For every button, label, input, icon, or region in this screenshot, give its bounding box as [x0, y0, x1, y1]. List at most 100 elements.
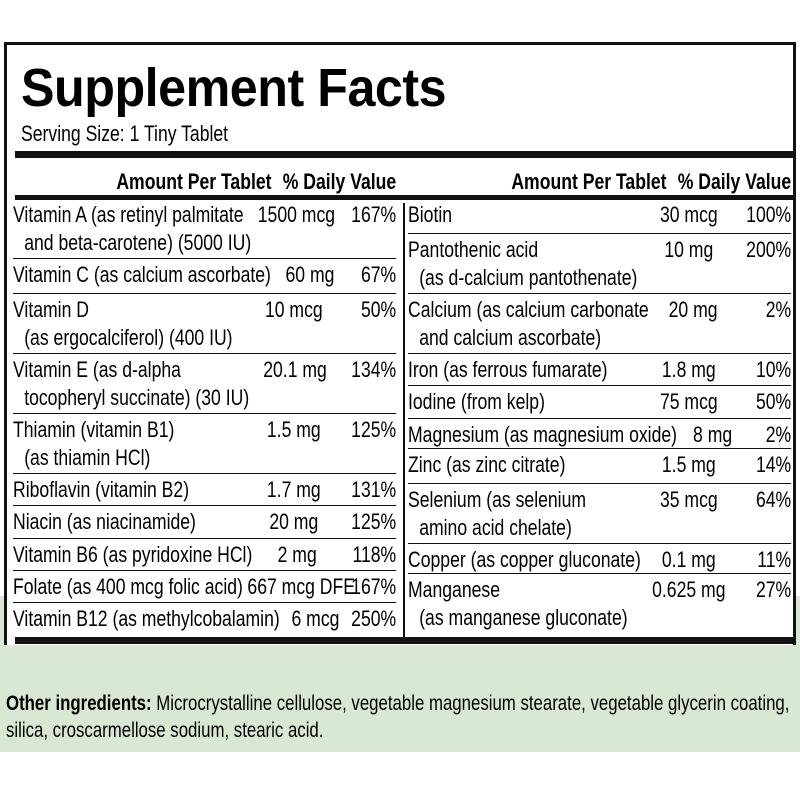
- amount: 1.8 mg: [661, 357, 716, 382]
- daily-value: 11%: [757, 547, 792, 572]
- daily-value: 134%: [351, 357, 397, 382]
- nutrient-line: (as thiamin HCl): [24, 445, 151, 470]
- header-label: % Daily Value: [282, 169, 397, 194]
- nutrient-row: Iron (as ferrous fumarate) 1.8 mg 10%: [408, 354, 792, 386]
- daily-value: 14%: [755, 452, 792, 477]
- nutrient-row: Vitamin A (as retinyl palmitate and beta-…: [13, 199, 397, 259]
- daily-value: 250%: [351, 606, 397, 631]
- nutrient-row: Selenium (as selenium amino acid chelate)…: [408, 484, 792, 544]
- nutrient-row: Vitamin B12 (as methylcobalamin) 6 mcg 250…: [13, 603, 396, 638]
- amount: 667 mcg DFE: [247, 574, 355, 599]
- nutrient-name: Vitamin B12 (as methylcobalamin): [13, 605, 280, 638]
- nutrient-line: and calcium ascorbate): [419, 325, 602, 350]
- serving-size: Serving Size: 1 Tiny Tablet: [21, 121, 229, 146]
- daily-value: 118%: [352, 542, 397, 567]
- amount: 1.7 mg: [266, 477, 321, 502]
- nutrient-line: Pantothenic acid: [408, 237, 539, 262]
- nutrient-row: Vitamin E (as d-alpha tocopheryl succinat…: [13, 354, 397, 414]
- daily-value: 167%: [351, 574, 397, 599]
- nutrient-line: Vitamin A (as retinyl palmitate: [13, 202, 244, 227]
- nutrient-line: Zinc (as zinc citrate): [408, 452, 566, 477]
- nutrient-row: Folate (as 400 mcg folic acid) 667 mcg DF…: [13, 571, 397, 603]
- nutrient-line: (as manganese gluconate): [419, 605, 628, 630]
- nutrient-row: Iodine (from kelp) 75 mcg 50%: [408, 386, 792, 419]
- header-label: Amount Per Tablet: [116, 169, 272, 194]
- amount: 60 mg: [285, 262, 335, 287]
- column-header: Amount Per Tablet % Daily Value: [408, 165, 791, 199]
- nutrient-name: Niacin (as niacinamide): [13, 508, 247, 538]
- nutrient-name: Iron (as ferrous fumarate): [408, 356, 642, 385]
- daily-value: 131%: [351, 477, 397, 502]
- nutrient-row: Riboflavin (vitamin B2) 1.7 mg 131%: [13, 474, 397, 506]
- header-rule: [15, 195, 793, 200]
- nutrient-line: amino acid chelate): [419, 515, 572, 540]
- amount: 20 mg: [269, 509, 319, 534]
- nutrient-line: Copper (as copper gluconate): [408, 547, 641, 572]
- amount: 8 mg: [693, 422, 733, 447]
- daily-value: 125%: [351, 509, 397, 534]
- nutrient-name: Folate (as 400 mcg folic acid): [13, 573, 247, 602]
- nutrient-line: Vitamin C (as calcium ascorbate): [13, 262, 271, 287]
- nutrient-name: Manganese (as manganese gluconate): [408, 576, 642, 638]
- title: Supplement Facts: [21, 58, 447, 118]
- header-label: Amount Per Tablet: [511, 169, 667, 194]
- daily-value: 67%: [360, 262, 397, 287]
- nutrient-name: Riboflavin (vitamin B2): [13, 476, 247, 505]
- nutrient-line: Iron (as ferrous fumarate): [408, 357, 608, 382]
- daily-value: 167%: [351, 202, 397, 227]
- nutrient-row: Vitamin D (as ergocalciferol) (400 IU) 10 …: [13, 294, 397, 354]
- amount: 35 mcg: [659, 487, 718, 512]
- nutrient-name: Iodine (from kelp): [408, 388, 642, 418]
- amount: 0.625 mg: [652, 577, 726, 602]
- nutrient-line: Thiamin (vitamin B1): [13, 417, 175, 442]
- daily-value: 200%: [746, 237, 792, 262]
- amount: 2 mg: [277, 542, 317, 567]
- nutrient-row: Calcium (as calcium carbonate and calcium…: [408, 294, 792, 354]
- nutrient-row: Zinc (as zinc citrate) 1.5 mg 14%: [408, 449, 792, 484]
- daily-value: 125%: [351, 417, 397, 442]
- nutrient-name: Pantothenic acid (as d-calcium pantothena…: [408, 236, 642, 293]
- right-column: Amount Per Tablet % Daily Value Biotin 30 m…: [408, 165, 792, 638]
- nutrient-line: Niacin (as niacinamide): [13, 509, 196, 534]
- nutrient-line: Vitamin E (as d-alpha: [13, 357, 181, 382]
- nutrient-line: Vitamin B12 (as methylcobalamin): [13, 606, 280, 631]
- facts-panel: Supplement Facts Serving Size: 1 Tiny Ta…: [4, 42, 796, 645]
- nutrient-line: Calcium (as calcium carbonate: [408, 297, 649, 322]
- ingredients-text: Microcrystalline cellulose, vegetable ma…: [6, 692, 790, 742]
- nutrient-line: Magnesium (as magnesium oxide): [408, 422, 678, 447]
- nutrient-row: Pantothenic acid (as d-calcium pantothena…: [408, 234, 792, 294]
- column-divider: [403, 203, 405, 641]
- amount: 6 mcg: [291, 606, 340, 631]
- nutrient-line: Riboflavin (vitamin B2): [13, 477, 190, 502]
- nutrient-name: Thiamin (vitamin B1) (as thiamin HCl): [13, 416, 247, 473]
- nutrient-name: Calcium (as calcium carbonate and calcium…: [408, 296, 649, 353]
- nutrient-row: Niacin (as niacinamide) 20 mg 125%: [13, 506, 397, 539]
- nutrient-row: Vitamin C (as calcium ascorbate) 60 mg 67%: [13, 259, 397, 294]
- nutrient-name: Zinc (as zinc citrate): [408, 451, 642, 483]
- nutrient-name: Biotin: [408, 201, 642, 233]
- nutrient-line: Iodine (from kelp): [408, 389, 545, 414]
- amount: 20.1 mg: [263, 357, 327, 382]
- nutrient-name: Selenium (as selenium amino acid chelate): [408, 486, 642, 543]
- daily-value: 2%: [765, 422, 792, 447]
- amount: 1.5 mg: [266, 417, 321, 442]
- nutrient-name: Vitamin C (as calcium ascorbate): [13, 261, 271, 293]
- other-ingredients: Other ingredients: Microcrystalline cell…: [6, 690, 790, 744]
- amount: 1500 mcg: [257, 202, 336, 227]
- nutrient-name: Magnesium (as magnesium oxide): [408, 421, 677, 448]
- nutrient-line: Vitamin D: [13, 297, 89, 322]
- daily-value: 100%: [746, 202, 792, 227]
- nutrient-row: Copper (as copper gluconate) 0.1 mg 11%: [408, 544, 792, 574]
- nutrient-row: Manganese (as manganese gluconate) 0.625 m…: [408, 574, 791, 638]
- nutrient-line: (as ergocalciferol) (400 IU): [24, 325, 233, 350]
- daily-value: 64%: [755, 487, 792, 512]
- nutrient-name: Vitamin A (as retinyl palmitate and beta-…: [13, 201, 251, 258]
- amount: 10 mcg: [264, 297, 323, 322]
- nutrient-line: Manganese: [408, 577, 500, 602]
- daily-value: 27%: [755, 577, 792, 602]
- nutrient-line: Vitamin B6 (as pyridoxine HCl): [13, 542, 253, 567]
- nutrient-line: and beta-carotene) (5000 IU): [24, 230, 252, 255]
- daily-value: 2%: [765, 297, 792, 322]
- column-header: Amount Per Tablet % Daily Value: [13, 165, 396, 199]
